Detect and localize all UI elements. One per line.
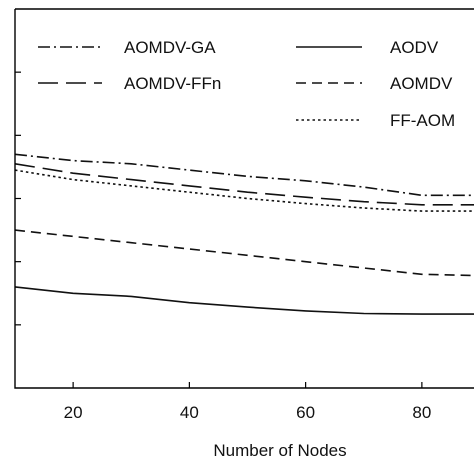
series-layer [14,153,474,315]
series-line-aomdv-ffn [14,163,474,206]
series-line-aomdv-ga [14,153,474,197]
x-tick-label: 40 [180,403,199,422]
series-line-ff-aom [14,169,474,212]
legend-label: FF-AOM [390,111,455,130]
series-line-aodv [14,286,474,315]
x-tick-label: 60 [296,403,315,422]
series-line-aomdv [14,229,474,277]
axes-layer: 20 40 60 80 [14,8,474,422]
x-tick-label: 80 [412,403,431,422]
legend-label: AOMDV-FFn [124,74,221,93]
legend-label: AODV [390,38,439,57]
legend: AOMDV-GA AODV AOMDV-FFn AOMDV FF-AOM [38,38,455,130]
x-tick-label: 20 [64,403,83,422]
legend-label: AOMDV [390,74,453,93]
legend-label: AOMDV-GA [124,38,216,57]
x-axis-title: Number of Nodes [213,441,346,460]
